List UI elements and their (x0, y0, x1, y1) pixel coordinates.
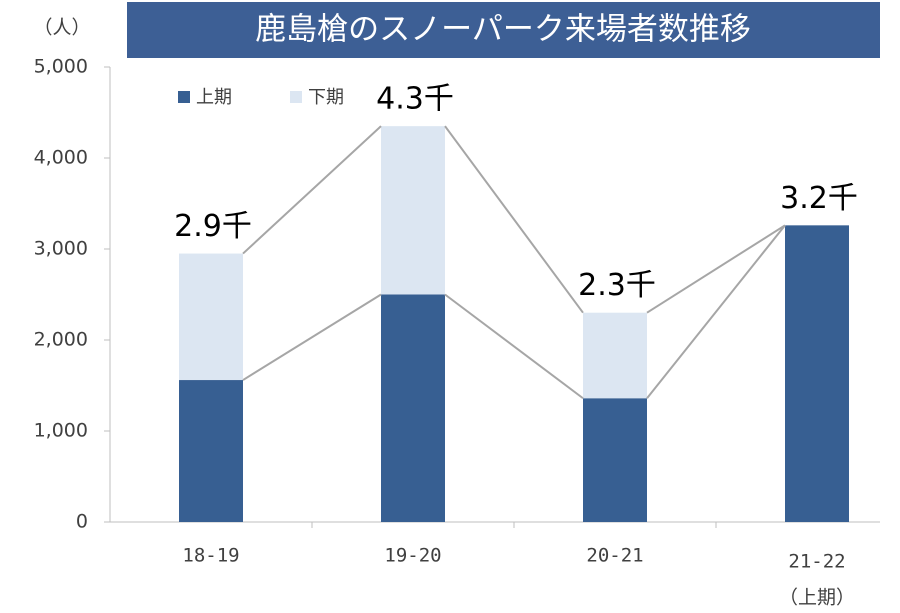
x-tick-label: 20-21 (586, 545, 643, 567)
legend-label: 上期 (196, 87, 232, 108)
y-axis-label: （人） (33, 17, 90, 39)
bar-segment (785, 225, 849, 522)
legend-swatch (178, 91, 190, 103)
x-tick-label: 19-20 (384, 545, 441, 567)
bar-segment (583, 398, 647, 522)
y-tick-label: 4,000 (34, 147, 88, 169)
title-box (127, 2, 880, 58)
y-tick-label: 5,000 (34, 56, 88, 78)
total-label: 4.3千 (376, 82, 454, 117)
bar-segment (583, 312, 647, 399)
total-label: 2.9千 (174, 209, 252, 244)
x-category-note: （上期） (779, 587, 855, 609)
y-tick-label: 1,000 (34, 420, 88, 442)
connector-line (242, 224, 786, 400)
bar-segment (381, 126, 445, 295)
total-label: 2.3千 (578, 268, 656, 303)
legend-label: 下期 (308, 87, 344, 108)
y-tick-label: 3,000 (34, 238, 88, 260)
legend-swatch (290, 91, 302, 103)
x-tick-label: 21-22 (788, 551, 845, 573)
bar-segment (179, 253, 243, 381)
connector-line (242, 125, 786, 314)
y-tick-label: 0 (76, 511, 88, 533)
bar-segment (381, 294, 445, 522)
bar-segment (179, 380, 243, 522)
x-tick-label: 18-19 (182, 545, 239, 567)
chart-title: 鹿島槍のスノーパーク来場者数推移 (255, 12, 751, 48)
y-tick-label: 2,000 (34, 329, 88, 351)
total-label: 3.2千 (780, 181, 858, 216)
